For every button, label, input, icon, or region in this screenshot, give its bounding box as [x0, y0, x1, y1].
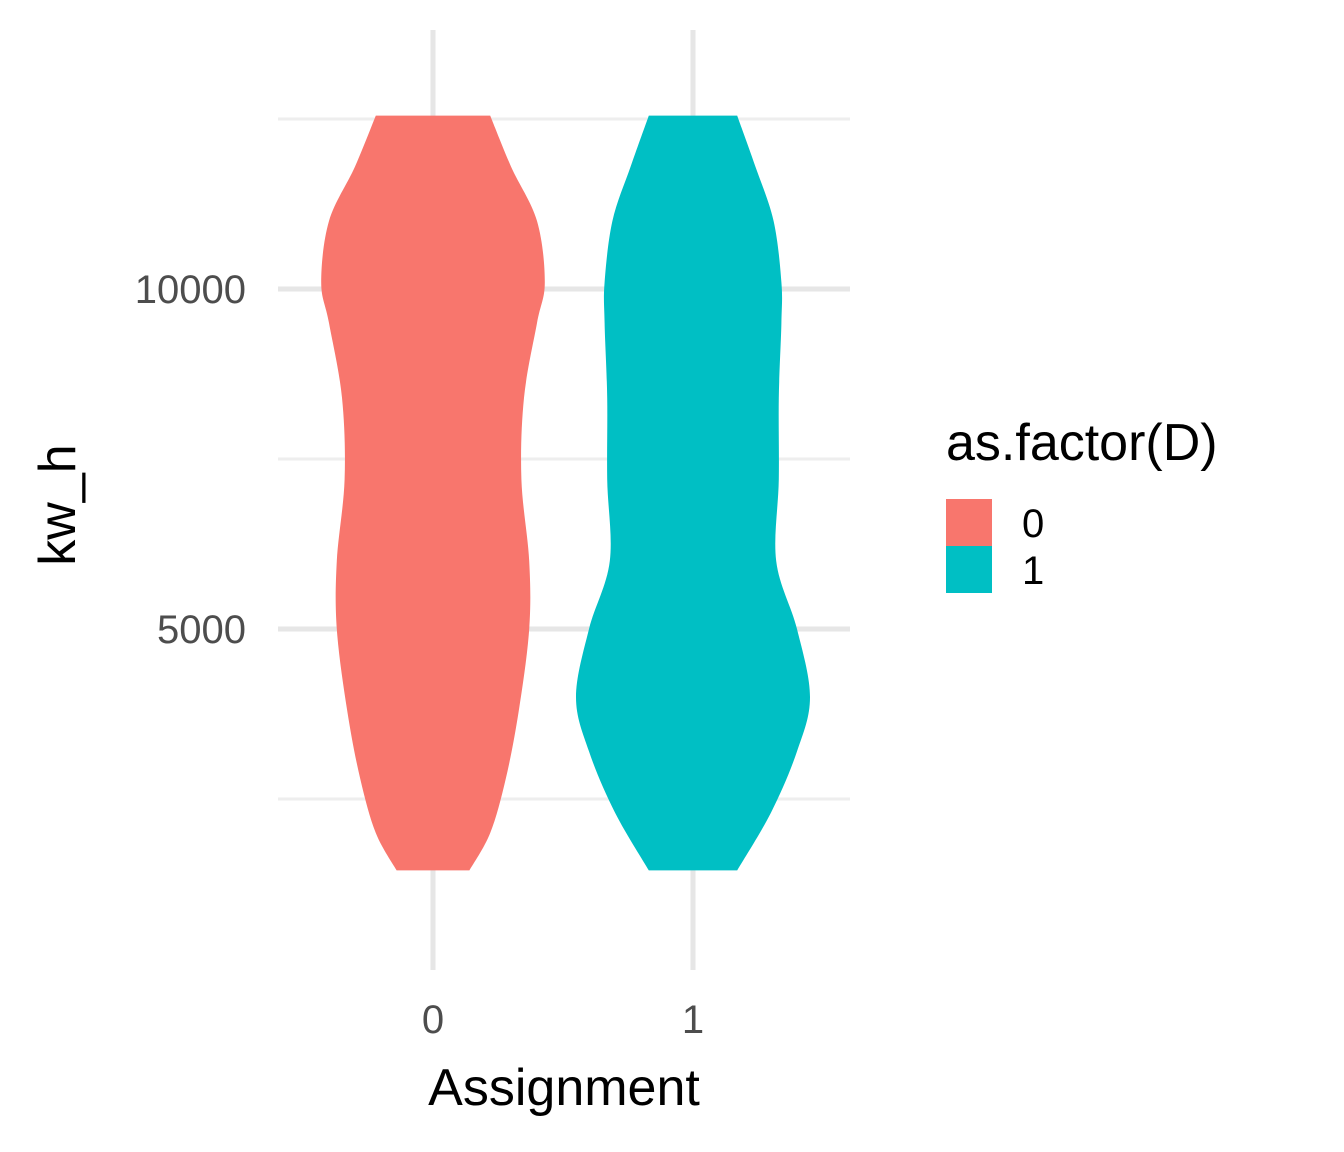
violins [321, 115, 810, 871]
legend: as.factor(D) 01 [946, 414, 1218, 593]
legend-title: as.factor(D) [946, 414, 1218, 472]
legend-label-0: 0 [1022, 502, 1044, 546]
x-tick-label: 0 [422, 998, 444, 1042]
y-axis-title: kw_h [29, 444, 87, 565]
y-axis-ticks: 5000 10000 [135, 268, 246, 652]
y-tick-label: 10000 [135, 268, 246, 312]
violin-0 [321, 115, 545, 871]
legend-key-1 [946, 546, 992, 593]
x-tick-label: 1 [682, 998, 704, 1042]
legend-key-0 [946, 499, 992, 546]
legend-entries: 01 [946, 499, 1044, 593]
x-axis-title: Assignment [428, 1059, 700, 1117]
y-tick-label: 5000 [157, 608, 246, 652]
violin-1 [576, 115, 810, 871]
legend-label-1: 1 [1022, 549, 1044, 593]
